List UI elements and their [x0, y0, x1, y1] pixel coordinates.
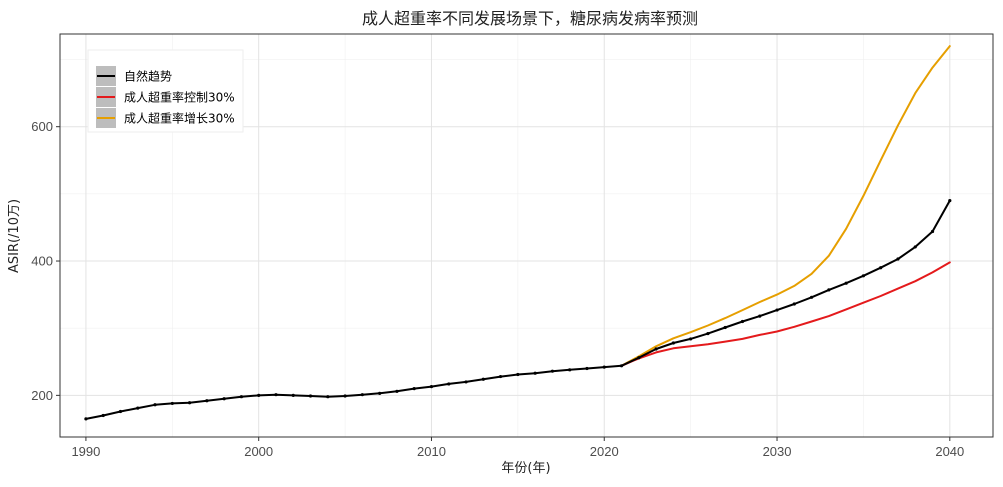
series-point-0: [809, 295, 814, 299]
series-point-0: [498, 374, 503, 379]
series-point-0: [896, 257, 900, 261]
series-point-0: [360, 393, 364, 397]
series-point-0: [689, 337, 693, 341]
ticks: 1990 2000 2010 2020 2030 2040 200 400 600: [31, 119, 964, 459]
series-point-0: [827, 288, 831, 292]
series-point-0: [879, 266, 883, 270]
series-point-0: [930, 229, 935, 234]
series-point-0: [447, 382, 451, 386]
series-point-0: [913, 245, 917, 249]
series-point-0: [395, 389, 399, 393]
y-axis-title: ASIR(/10万): [7, 199, 22, 273]
series-point-0: [516, 372, 520, 377]
series-point-0: [118, 409, 123, 414]
series-point-0: [775, 308, 779, 312]
series-point-0: [792, 302, 796, 306]
series-point-0: [654, 347, 658, 351]
series-point-0: [533, 371, 537, 375]
series-point-0: [222, 397, 226, 401]
series-point-0: [291, 393, 295, 397]
series-point-0: [412, 387, 416, 391]
series-point-0: [550, 369, 555, 373]
series-point-0: [706, 331, 710, 336]
series-point-0: [740, 319, 745, 324]
series-point-0: [602, 365, 606, 369]
series-line-1: [620, 261, 951, 367]
grid: [60, 34, 993, 437]
series-layer: [84, 45, 952, 421]
series-point-0: [844, 281, 848, 285]
series-point-0: [170, 401, 174, 406]
series-point-0: [637, 356, 641, 360]
series-point-0: [481, 377, 485, 381]
series-point-0: [308, 394, 313, 398]
series-point-0: [861, 274, 866, 278]
series-point-0: [136, 406, 140, 410]
x-tick-label: 2010: [417, 444, 446, 459]
series-point-0: [378, 391, 382, 395]
series-point-0: [205, 399, 209, 403]
series-point-0: [84, 417, 88, 421]
series-point-0: [343, 394, 347, 398]
series-point-0: [619, 364, 624, 368]
series-point-0: [239, 395, 244, 399]
legend-label: 自然趋势: [124, 69, 172, 84]
y-tick-label: 400: [31, 254, 53, 269]
series-point-0: [723, 325, 727, 330]
series-point-0: [758, 314, 762, 318]
series-point-0: [153, 403, 157, 407]
x-tick-label: 2040: [935, 444, 964, 459]
legend-label: 成人超重率控制30%: [124, 90, 235, 105]
plot-panel-border: [59, 33, 994, 438]
x-tick-label: 2030: [763, 444, 792, 459]
series-point-0: [568, 368, 572, 372]
series-point-0: [429, 385, 434, 389]
series-line-2: [620, 45, 951, 367]
series-point-0: [585, 366, 589, 371]
x-tick-label: 2000: [244, 444, 273, 459]
series-point-0: [948, 198, 952, 203]
y-tick-label: 200: [31, 388, 53, 403]
x-axis-title: 年份(年): [501, 461, 550, 476]
series-point-0: [326, 395, 330, 399]
y-tick-label: 600: [31, 119, 53, 134]
x-tick-label: 1990: [71, 444, 100, 459]
chart-title: 成人超重率不同发展场景下，糖尿病发病率预测: [362, 9, 698, 28]
x-tick-label: 2020: [590, 444, 619, 459]
legend-label: 成人超重率增长30%: [124, 111, 235, 126]
series-point-0: [274, 393, 278, 397]
series-point-0: [187, 401, 192, 405]
series-point-0: [671, 341, 675, 345]
series-point-0: [257, 393, 261, 397]
series-point-0: [464, 380, 468, 384]
series-point-0: [101, 413, 105, 418]
